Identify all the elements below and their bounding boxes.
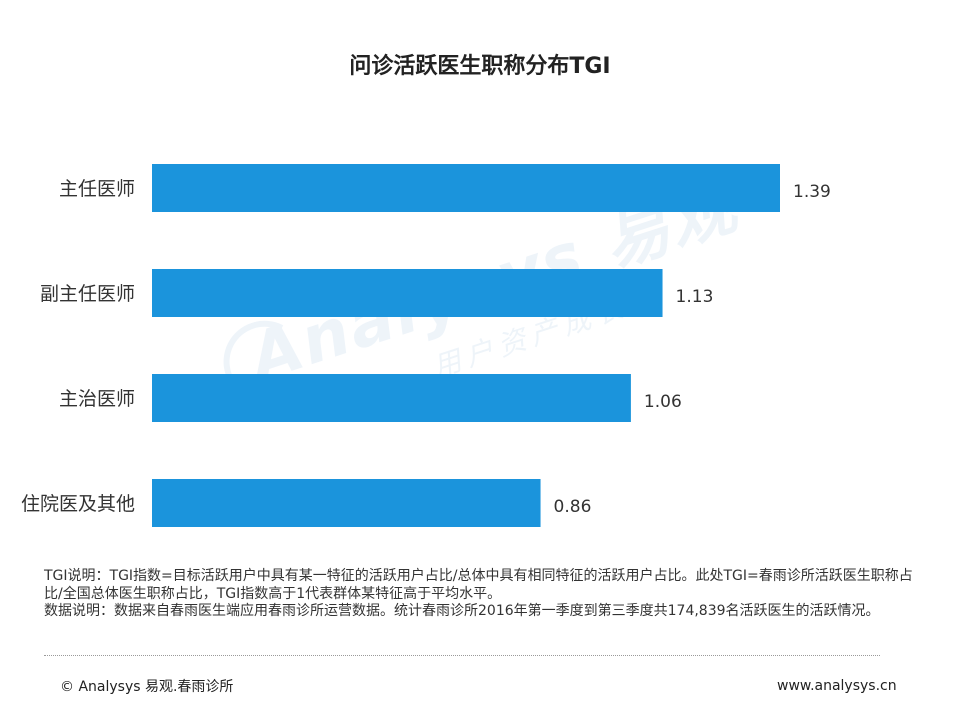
bar-0 [152,164,780,212]
footer-divider [44,655,880,656]
data-note: 数据说明：数据来自春雨医生端应用春雨诊所运营数据。统计春雨诊所2016年第一季度… [44,603,880,619]
footer-website[interactable]: www.analysys.cn [777,678,897,694]
category-label-3: 住院医及其他 [21,493,135,515]
category-label-2: 主治医师 [59,388,135,410]
value-label-2: 1.06 [644,392,682,412]
category-label-1: 副主任医师 [40,283,135,305]
chart-title: 问诊活跃医生职称分布TGI [349,54,611,79]
category-label-0: 主任医师 [59,178,135,200]
value-label-1: 1.13 [676,287,714,307]
bar-1 [152,269,663,317]
bar-2 [152,374,631,422]
tgi-note: TGI说明：TGI指数=目标活跃用户中具有某一特征的活跃用户占比/总体中具有相同… [44,568,913,602]
footer-copyright: © Analysys 易观.春雨诊所 [60,679,234,695]
bar-3 [152,479,541,527]
notes: TGI说明：TGI指数=目标活跃用户中具有某一特征的活跃用户占比/总体中具有相同… [44,568,928,621]
bar-chart: 主任医师 1.39 副主任医师 1.13 主治医师 1.06 住院医及其他 0.86 [21,164,831,527]
value-label-0: 1.39 [793,182,831,202]
value-label-3: 0.86 [554,497,592,517]
